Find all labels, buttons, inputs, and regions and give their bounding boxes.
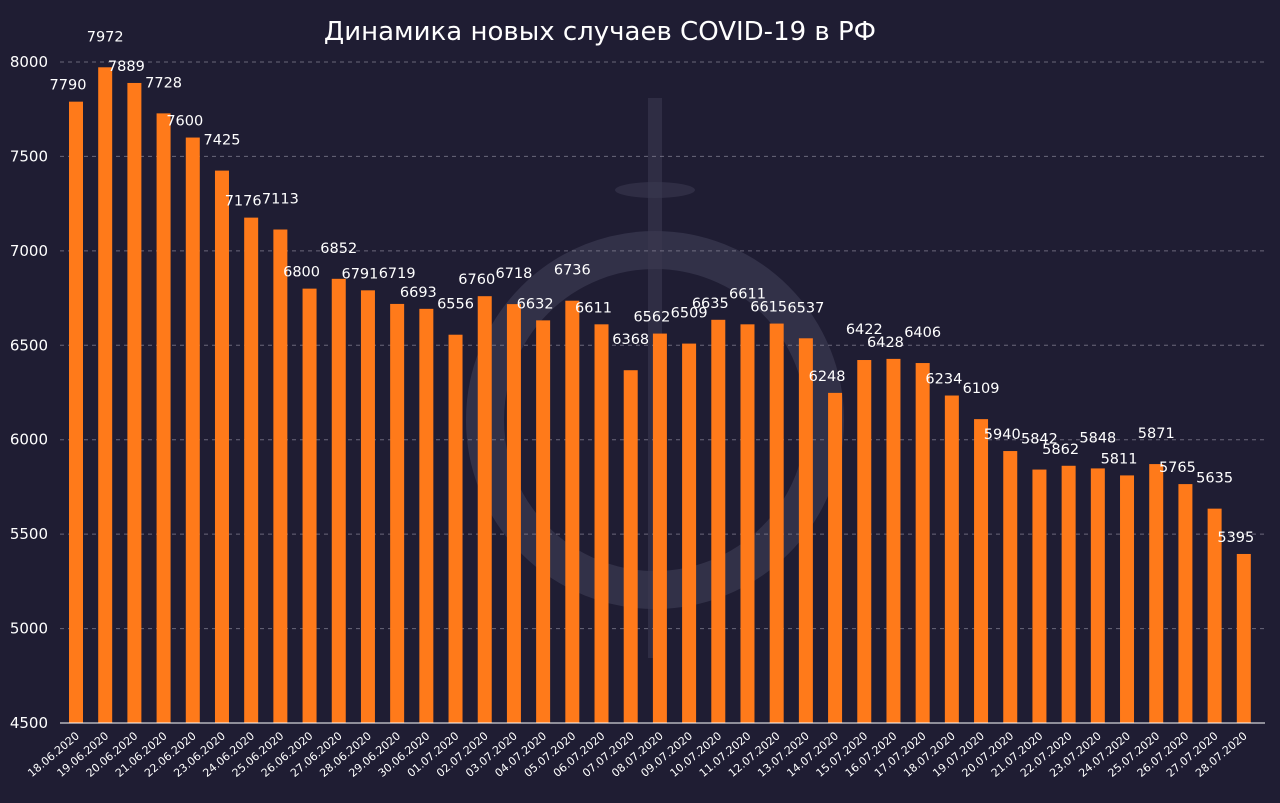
bar xyxy=(331,278,346,723)
bar xyxy=(1090,468,1105,723)
data-label: 6635 xyxy=(692,296,729,312)
bar xyxy=(944,395,959,723)
bar xyxy=(390,303,405,723)
bar xyxy=(915,363,930,723)
bar xyxy=(1178,484,1193,723)
bar xyxy=(419,308,434,723)
data-label: 7889 xyxy=(108,59,145,75)
y-tick-label: 5000 xyxy=(10,620,48,638)
y-tick-label: 8000 xyxy=(10,53,48,71)
data-label: 7600 xyxy=(166,114,203,130)
y-axis: 4500 5000 5500 6000 6500 7000 7500 8000 xyxy=(10,53,48,732)
bar xyxy=(711,319,726,723)
data-label: 5765 xyxy=(1159,460,1196,476)
data-label: 5848 xyxy=(1079,430,1116,446)
bar xyxy=(244,217,259,723)
bar xyxy=(536,320,551,723)
bar xyxy=(594,324,609,723)
bar xyxy=(974,419,989,723)
data-label: 7972 xyxy=(87,29,124,45)
data-label: 6615 xyxy=(750,300,787,316)
bar xyxy=(127,82,142,724)
data-label: 7790 xyxy=(50,78,87,94)
bar xyxy=(506,304,521,723)
bar xyxy=(360,290,375,723)
bar xyxy=(214,170,229,724)
data-label: 6632 xyxy=(517,296,554,312)
bar xyxy=(1032,469,1047,723)
data-label: 6852 xyxy=(320,241,357,257)
bar xyxy=(565,300,580,723)
y-tick-label: 6500 xyxy=(10,336,48,354)
bar xyxy=(682,343,697,723)
bar xyxy=(623,370,638,723)
data-label: 6791 xyxy=(341,266,378,282)
y-tick-label: 7000 xyxy=(10,242,48,260)
data-label: 7113 xyxy=(262,192,299,208)
data-label: 6693 xyxy=(400,285,437,301)
bar xyxy=(1120,475,1135,723)
data-label: 6368 xyxy=(612,332,649,348)
data-label: 6800 xyxy=(283,265,320,281)
data-label: 6422 xyxy=(846,322,883,338)
bar xyxy=(448,334,463,723)
data-label: 7728 xyxy=(145,75,182,91)
watermark-disc xyxy=(615,182,695,198)
bar xyxy=(857,360,872,723)
data-label: 5862 xyxy=(1042,442,1079,458)
bar xyxy=(740,324,755,723)
data-label: 6562 xyxy=(633,310,670,326)
bar xyxy=(1149,464,1164,723)
bar xyxy=(302,288,317,723)
bar xyxy=(98,67,113,723)
data-label: 6611 xyxy=(575,300,612,316)
bar xyxy=(1207,508,1222,723)
chart-title: Динамика новых случаев COVID-19 в РФ xyxy=(324,17,876,47)
data-label: 5871 xyxy=(1138,426,1175,442)
bar xyxy=(1236,553,1251,723)
data-label: 6509 xyxy=(671,306,708,322)
data-label: 6406 xyxy=(904,325,941,341)
data-label: 6556 xyxy=(437,297,474,313)
data-label: 6760 xyxy=(458,272,495,288)
bar xyxy=(886,358,901,723)
data-label: 5635 xyxy=(1196,471,1233,487)
bar xyxy=(273,229,288,723)
bar xyxy=(828,392,843,723)
data-label: 6109 xyxy=(963,381,1000,397)
bar xyxy=(1061,465,1076,723)
data-label: 6736 xyxy=(554,263,591,279)
data-label: 6719 xyxy=(379,266,416,282)
bar xyxy=(156,113,171,723)
data-label: 5395 xyxy=(1217,530,1254,546)
y-tick-label: 6000 xyxy=(10,431,48,449)
y-tick-label: 5500 xyxy=(10,525,48,543)
data-label: 6718 xyxy=(495,266,532,282)
data-label: 6248 xyxy=(809,369,846,385)
data-label: 6234 xyxy=(925,372,962,388)
bar xyxy=(798,338,813,723)
bar xyxy=(185,137,200,724)
bar xyxy=(477,296,492,723)
data-label: 7176 xyxy=(225,194,262,210)
data-label: 5940 xyxy=(984,427,1021,443)
data-label: 7425 xyxy=(204,133,241,149)
bar xyxy=(69,101,83,723)
y-tick-label: 7500 xyxy=(10,147,48,165)
data-label: 6537 xyxy=(787,300,824,316)
bar xyxy=(769,323,784,723)
bar xyxy=(652,333,667,723)
data-label: 6611 xyxy=(729,286,766,302)
data-label: 5842 xyxy=(1021,432,1058,448)
bar xyxy=(1003,451,1018,723)
x-axis: 18.06.202019.06.202020.06.202021.06.2020… xyxy=(25,722,1265,780)
bars xyxy=(69,67,1251,724)
y-tick-label: 4500 xyxy=(10,714,48,732)
data-label: 5811 xyxy=(1101,451,1138,467)
data-label: 6428 xyxy=(867,335,904,351)
